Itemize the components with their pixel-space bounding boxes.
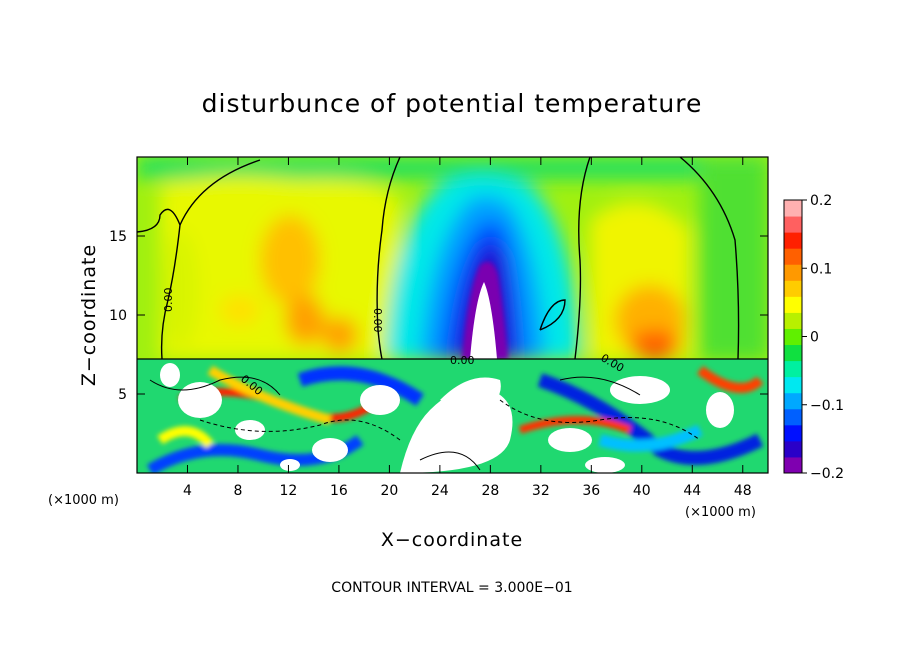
chart-title: disturbunce of potential temperature	[202, 89, 703, 118]
colorbar-swatch	[784, 344, 802, 362]
colorbar-swatch	[784, 280, 802, 297]
contour-label: 0.00	[371, 308, 384, 333]
upper-field	[137, 157, 768, 359]
colorbar-swatch	[784, 328, 802, 346]
x-axis: 4 8 12 16 20 24 28 32 36 40 44 48	[183, 157, 752, 499]
x-tick-label: 12	[280, 483, 298, 499]
colorbar-swatch	[784, 296, 802, 313]
colorbar-tick-label: 0.2	[810, 193, 832, 209]
colorbar-swatch	[784, 376, 802, 394]
colorbar-swatch	[784, 392, 802, 410]
colorbar-swatch	[784, 264, 802, 281]
x-tick-label: 16	[330, 483, 348, 499]
colorbar-swatch	[784, 232, 802, 249]
colorbar-tick-label: −0.2	[810, 466, 844, 482]
colorbar-swatch	[784, 424, 802, 442]
colorbar-tick-label: 0	[810, 330, 819, 346]
x-tick-label: 40	[633, 483, 651, 499]
contour-interval-note: CONTOUR INTERVAL = 3.000E−01	[331, 580, 572, 596]
colorbar-swatch	[784, 456, 802, 474]
x-tick-label: 48	[734, 483, 752, 499]
colorbar-tick-label: 0.1	[810, 261, 832, 277]
colorbar-swatch	[784, 360, 802, 378]
colorbar-swatch	[784, 200, 802, 217]
y-tick-label: 5	[118, 387, 127, 403]
y-axis-title: Z−coordinate	[78, 244, 100, 386]
y-tick-label: 15	[109, 229, 127, 245]
colorbar-swatch	[784, 312, 802, 329]
colorbar-frame	[783, 199, 803, 474]
x-tick-label: 4	[183, 483, 192, 499]
x-tick-label: 28	[481, 483, 499, 499]
y-axis: 5 10 15	[109, 229, 768, 403]
x-tick-label: 36	[582, 483, 600, 499]
x-unit-left: (×1000 m)	[48, 493, 119, 508]
lower-field	[137, 359, 768, 473]
y-tick-label: 10	[109, 308, 127, 324]
colorbar-swatch	[784, 408, 802, 426]
x-tick-label: 20	[380, 483, 398, 499]
colorbar-swatch	[784, 440, 802, 458]
x-axis-title: X−coordinate	[381, 529, 523, 551]
x-tick-label: 32	[532, 483, 550, 499]
x-unit-right: (×1000 m)	[685, 505, 756, 520]
colorbar-swatch	[784, 216, 802, 233]
colorbar-swatch	[784, 248, 802, 265]
contour-label: 0.00	[450, 354, 475, 367]
colorbar: 0.2 0.1 0 −0.1 −0.2	[784, 193, 844, 482]
x-tick-label: 44	[683, 483, 701, 499]
x-tick-label: 8	[233, 483, 242, 499]
colorbar-tick-label: −0.1	[810, 398, 844, 414]
x-tick-label: 24	[431, 483, 449, 499]
contour-label: 0.00	[162, 288, 175, 313]
